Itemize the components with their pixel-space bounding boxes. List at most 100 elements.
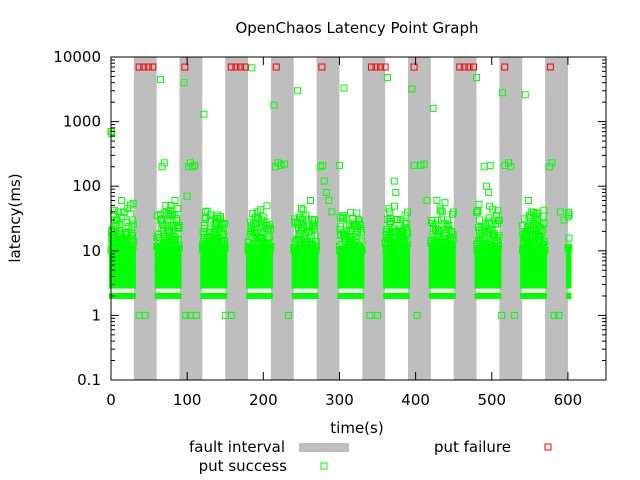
success-point [532, 216, 540, 224]
success-point [221, 240, 229, 248]
success-point [340, 84, 348, 92]
success-point [357, 225, 365, 233]
success-point [403, 227, 411, 235]
y-tick-label: 1 [91, 306, 101, 324]
success-point [183, 192, 191, 200]
success-point [521, 215, 529, 223]
success-point [390, 177, 398, 185]
legend-label-put-failure: put failure [434, 438, 511, 456]
success-point [173, 246, 181, 254]
success-point [335, 161, 343, 169]
success-point [221, 220, 229, 228]
success-point [403, 244, 411, 252]
success-point [494, 239, 502, 247]
success-point [540, 206, 548, 214]
success-point [410, 161, 418, 169]
success-point [253, 208, 261, 216]
fault-interval-0 [133, 57, 157, 380]
success-point [538, 242, 546, 250]
success-point [396, 216, 404, 224]
success-point [175, 222, 183, 230]
failure-point [501, 63, 509, 71]
failure-point [465, 63, 473, 71]
y-tick-label: 1000 [63, 113, 101, 131]
success-point [166, 212, 174, 220]
fault-interval-6 [408, 57, 431, 380]
failure-point [227, 63, 235, 71]
success-point [337, 223, 345, 231]
success-point [175, 244, 183, 252]
success-point [343, 216, 351, 224]
success-point [188, 163, 196, 171]
success-point [325, 197, 333, 205]
success-point [129, 220, 137, 228]
y-axis-ticks: 0.1 1 10 100 1000 10000 [53, 48, 606, 389]
fault-interval-2 [225, 57, 249, 380]
success-point [392, 188, 400, 196]
success-point [312, 238, 320, 246]
x-tick-label: 500 [477, 391, 506, 409]
success-point [540, 219, 548, 227]
success-point [166, 206, 174, 214]
success-point [440, 229, 448, 237]
success-point [182, 311, 190, 319]
success-point [111, 207, 119, 215]
success-point [494, 207, 502, 215]
x-axis-ticks: 0 100 200 300 400 500 600 [106, 57, 582, 409]
success-point [533, 209, 541, 217]
failure-point [272, 63, 280, 71]
success-point [130, 238, 138, 246]
success-point [482, 182, 490, 190]
success-point [266, 246, 274, 254]
x-tick-label: 0 [106, 391, 116, 409]
success-point [191, 161, 199, 169]
success-point [403, 240, 411, 248]
success-point [358, 246, 366, 254]
success-point [115, 208, 123, 216]
success-point [174, 235, 182, 243]
success-point [447, 227, 455, 235]
fault-intervals [133, 57, 568, 380]
success-point [141, 311, 149, 319]
y-tick-label: 100 [72, 177, 101, 195]
success-point [408, 85, 416, 93]
success-point [171, 197, 179, 205]
success-point [383, 292, 410, 299]
success-point [253, 220, 261, 228]
success-point [433, 197, 441, 205]
success-point [264, 225, 272, 233]
success-band-4 [290, 206, 320, 299]
failure-point [144, 63, 152, 71]
y-axis-label: latency(ms) [6, 173, 24, 262]
failure-point [236, 63, 244, 71]
success-point [349, 221, 357, 229]
success-point [200, 292, 228, 299]
success-point [265, 235, 273, 243]
success-point [174, 224, 182, 232]
success-point [520, 292, 548, 299]
success-point [438, 208, 446, 216]
success-point [485, 214, 493, 222]
success-point [158, 163, 166, 171]
success-point [163, 245, 171, 253]
success-band-8 [473, 200, 503, 299]
x-tick-label: 100 [173, 391, 202, 409]
plot-points [107, 63, 573, 319]
success-point [180, 79, 188, 87]
success-point [263, 221, 271, 229]
success-point [227, 311, 235, 319]
success-point [297, 205, 305, 213]
success-point [311, 217, 319, 225]
success-point [447, 245, 455, 253]
success-point [489, 205, 497, 213]
success-point [443, 220, 451, 228]
success-point [337, 292, 365, 299]
success-point [485, 188, 493, 196]
success-point [448, 210, 456, 218]
fault-interval-5 [362, 57, 386, 380]
success-point [125, 246, 133, 254]
failure-point [410, 63, 418, 71]
success-point [118, 197, 126, 205]
success-point [109, 235, 117, 243]
success-point [328, 208, 336, 216]
